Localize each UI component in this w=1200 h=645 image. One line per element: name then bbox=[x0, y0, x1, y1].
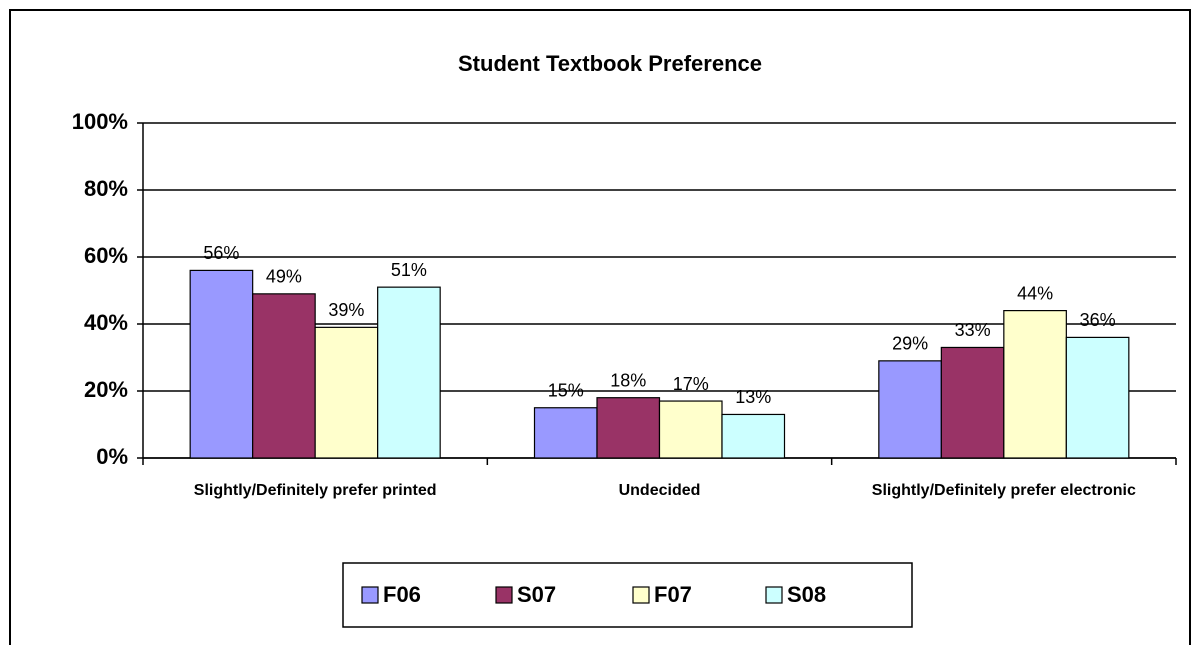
data-label: 51% bbox=[391, 260, 427, 280]
y-tick-label: 20% bbox=[84, 377, 128, 402]
bar bbox=[721, 413, 786, 459]
bar bbox=[940, 346, 1005, 459]
y-tick-label: 40% bbox=[84, 310, 128, 335]
y-tick-label: 100% bbox=[72, 109, 128, 134]
bar bbox=[533, 407, 598, 459]
x-tick-label: Slightly/Definitely prefer printed bbox=[193, 482, 437, 499]
x-tick-label: Undecided bbox=[618, 482, 701, 499]
data-label: 39% bbox=[328, 300, 364, 320]
data-label: 18% bbox=[610, 370, 646, 390]
x-tick-label: Slightly/Definitely prefer electronic bbox=[871, 482, 1136, 499]
chart-title: Student Textbook Preference bbox=[458, 51, 762, 76]
bar bbox=[252, 293, 316, 459]
legend-swatch bbox=[361, 586, 379, 604]
data-label: 17% bbox=[673, 374, 709, 394]
data-label: 36% bbox=[1080, 310, 1116, 330]
data-label: 33% bbox=[955, 320, 991, 340]
bar bbox=[1065, 336, 1130, 459]
bar bbox=[658, 400, 723, 459]
data-label: 29% bbox=[892, 334, 928, 354]
chart-border bbox=[9, 9, 1191, 645]
bar bbox=[314, 326, 379, 459]
data-label: 15% bbox=[548, 381, 584, 401]
legend-swatch bbox=[495, 586, 513, 604]
legend-swatch bbox=[765, 586, 783, 604]
legend-swatch bbox=[632, 586, 650, 604]
y-tick-label: 80% bbox=[84, 176, 128, 201]
data-label: 13% bbox=[735, 387, 771, 407]
bar bbox=[878, 360, 942, 459]
y-tick-label: 0% bbox=[96, 444, 128, 469]
data-label: 44% bbox=[1017, 283, 1053, 303]
bar bbox=[1003, 310, 1067, 459]
bar bbox=[189, 269, 254, 459]
y-tick-label: 60% bbox=[84, 243, 128, 268]
legend-box bbox=[342, 562, 913, 628]
data-label: 49% bbox=[266, 267, 302, 287]
bar bbox=[596, 397, 661, 459]
data-label: 56% bbox=[203, 243, 239, 263]
legend-label: F07 bbox=[654, 582, 692, 607]
bar bbox=[377, 286, 441, 459]
legend-label: S08 bbox=[787, 582, 826, 607]
legend-label: S07 bbox=[517, 582, 556, 607]
legend-label: F06 bbox=[383, 582, 421, 607]
